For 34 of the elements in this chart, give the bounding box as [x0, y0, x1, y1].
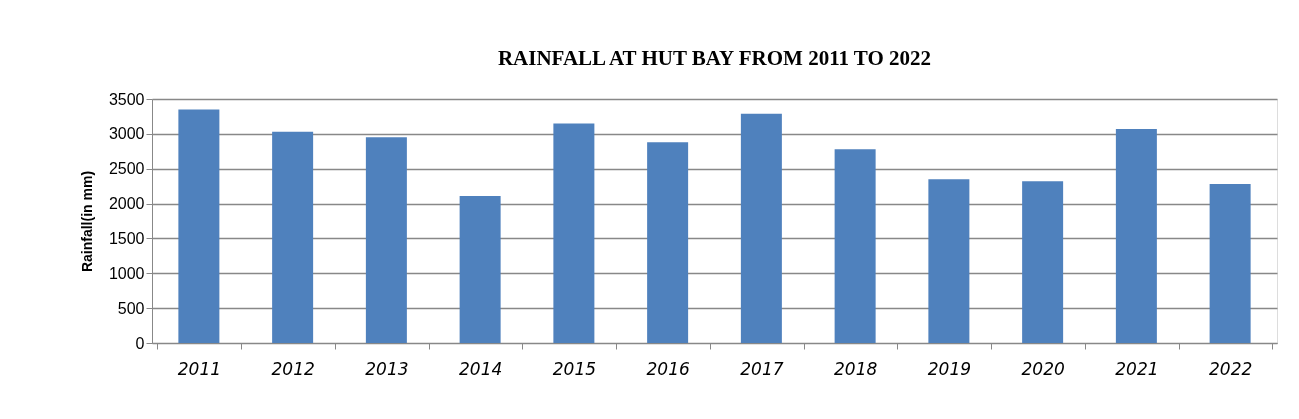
y-axis-title: Rainfall(in mm) [78, 170, 95, 273]
bar [178, 109, 220, 343]
bar [928, 179, 970, 343]
x-tick-label: 2011 [177, 358, 222, 379]
bar [459, 195, 501, 343]
bar [1022, 181, 1064, 343]
y-tick-label: 3000 [108, 125, 145, 143]
bar [740, 113, 782, 343]
x-tick-label: 2014 [458, 358, 503, 379]
bar [553, 123, 595, 343]
y-tick-label: 1000 [108, 264, 145, 282]
x-tick-label: 2017 [740, 358, 784, 379]
x-tick-label: 2022 [1208, 358, 1253, 379]
y-tick-label: 500 [117, 299, 145, 317]
x-tick-label: 2016 [646, 358, 690, 379]
y-tick-label: 1500 [108, 229, 145, 247]
bar [272, 131, 314, 343]
x-tick-label: 2021 [1115, 358, 1159, 379]
y-tick-label: 2500 [108, 160, 145, 178]
y-tick-label: 3500 [108, 90, 145, 108]
y-tick-label: 2000 [108, 195, 145, 213]
x-tick-label: 2018 [833, 358, 878, 379]
x-tick-label: 2019 [927, 358, 972, 379]
y-tick-label: 0 [135, 334, 145, 352]
bar [647, 142, 689, 343]
x-tick-label: 2013 [365, 358, 409, 379]
chart-title: RAINFALL AT HUT BAY FROM 2011 TO 2022 [497, 46, 932, 70]
x-tick-label: 2012 [271, 358, 315, 379]
bar [834, 149, 876, 343]
bar [1115, 128, 1157, 343]
bar [1209, 184, 1251, 343]
bar [365, 137, 407, 343]
x-tick-label: 2020 [1021, 358, 1065, 379]
x-tick-label: 2015 [552, 358, 597, 379]
